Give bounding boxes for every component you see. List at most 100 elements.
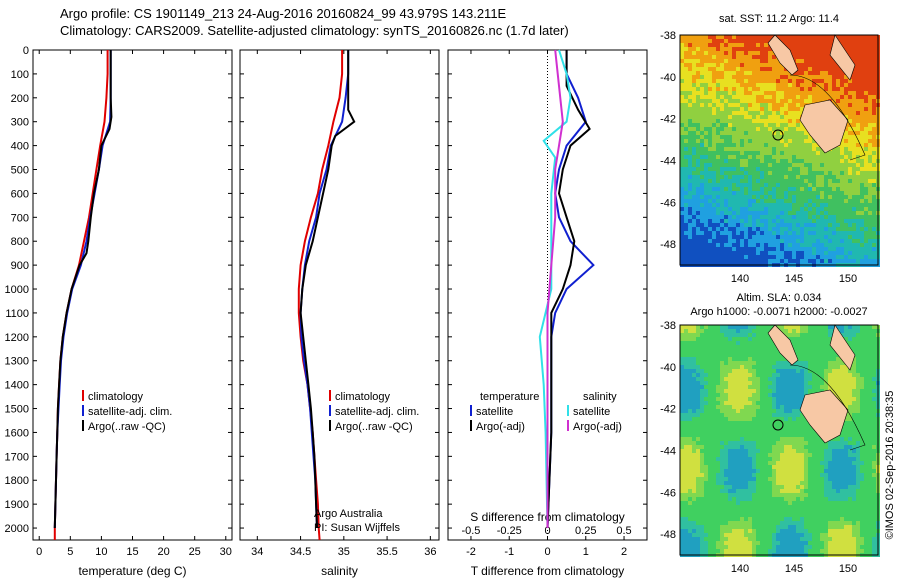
map-cell	[796, 47, 800, 51]
map-cell	[828, 163, 832, 167]
map-cell	[684, 175, 688, 179]
map-cell	[776, 437, 780, 441]
map-cell	[712, 421, 716, 425]
map-cell	[712, 365, 716, 369]
map-cell	[752, 71, 756, 75]
map-cell	[768, 107, 772, 111]
map-cell	[736, 239, 740, 243]
map-cell	[776, 413, 780, 417]
map-cell	[872, 151, 876, 155]
map-cell	[732, 39, 736, 43]
map-cell	[728, 421, 732, 425]
map-cell	[856, 223, 860, 227]
map-cell	[744, 381, 748, 385]
map-cell	[744, 111, 748, 115]
map-cell	[712, 361, 716, 365]
map-cell	[848, 111, 852, 115]
map-cell	[792, 43, 796, 47]
map-cell	[688, 43, 692, 47]
map-cell	[760, 239, 764, 243]
map-cell	[760, 365, 764, 369]
map-cell	[816, 377, 820, 381]
map-cell	[680, 187, 684, 191]
map-cell	[780, 445, 784, 449]
map-cell	[784, 385, 788, 389]
map-cell	[692, 79, 696, 83]
map-cell	[792, 369, 796, 373]
map-cell	[804, 441, 808, 445]
map-cell	[800, 171, 804, 175]
map-cell	[812, 47, 816, 51]
map-cell	[772, 445, 776, 449]
map-cell	[720, 259, 724, 263]
map-cell	[812, 243, 816, 247]
map-cell	[720, 179, 724, 183]
map-cell	[780, 91, 784, 95]
map-cell	[680, 465, 684, 469]
map-cell	[852, 445, 856, 449]
map-cell	[692, 251, 696, 255]
map-cell	[732, 429, 736, 433]
map-cell	[724, 325, 728, 329]
map-cell	[732, 51, 736, 55]
map-cell	[680, 159, 684, 163]
map-cell	[792, 75, 796, 79]
map-cell	[852, 99, 856, 103]
map-cell	[752, 449, 756, 453]
map-cell	[808, 441, 812, 445]
map-cell	[772, 409, 776, 413]
map-cell	[852, 127, 856, 131]
map-cell	[784, 183, 788, 187]
map-cell	[740, 325, 744, 329]
map-cell	[864, 63, 868, 67]
map-cell	[776, 373, 780, 377]
map-cell	[864, 421, 868, 425]
map-cell	[728, 453, 732, 457]
map-cell	[680, 413, 684, 417]
map-cell	[712, 71, 716, 75]
map-cell	[748, 35, 752, 39]
map-cell	[692, 103, 696, 107]
map-cell	[724, 83, 728, 87]
map-cell	[792, 111, 796, 115]
map-cell	[840, 191, 844, 195]
map-cell	[740, 187, 744, 191]
map-cell	[828, 251, 832, 255]
map-cell	[700, 115, 704, 119]
map-cell	[724, 75, 728, 79]
map-cell	[844, 135, 848, 139]
map-cell	[696, 341, 700, 345]
map-cell	[804, 207, 808, 211]
map-cell	[796, 59, 800, 63]
map-cell	[760, 87, 764, 91]
map-cell	[720, 155, 724, 159]
map-cell	[808, 167, 812, 171]
map-cell	[724, 99, 728, 103]
map-cell	[856, 361, 860, 365]
map-cell	[780, 239, 784, 243]
map-cell	[696, 433, 700, 437]
map-cell	[700, 361, 704, 365]
map-cell	[824, 43, 828, 47]
map-cell	[840, 449, 844, 453]
map-cell	[704, 211, 708, 215]
map-cell	[684, 147, 688, 151]
map-cell	[852, 207, 856, 211]
map-cell	[680, 107, 684, 111]
map-cell	[744, 191, 748, 195]
map-cell	[836, 251, 840, 255]
map-cell	[776, 211, 780, 215]
map-cell	[796, 325, 800, 329]
map-cell	[688, 461, 692, 465]
map-cell	[720, 389, 724, 393]
map-cell	[712, 59, 716, 63]
map-cell	[744, 55, 748, 59]
map-cell	[804, 215, 808, 219]
map-cell	[692, 71, 696, 75]
map-cell	[844, 389, 848, 393]
map-cell	[740, 83, 744, 87]
map-cell	[688, 345, 692, 349]
map-cell	[740, 401, 744, 405]
map-cell	[732, 255, 736, 259]
